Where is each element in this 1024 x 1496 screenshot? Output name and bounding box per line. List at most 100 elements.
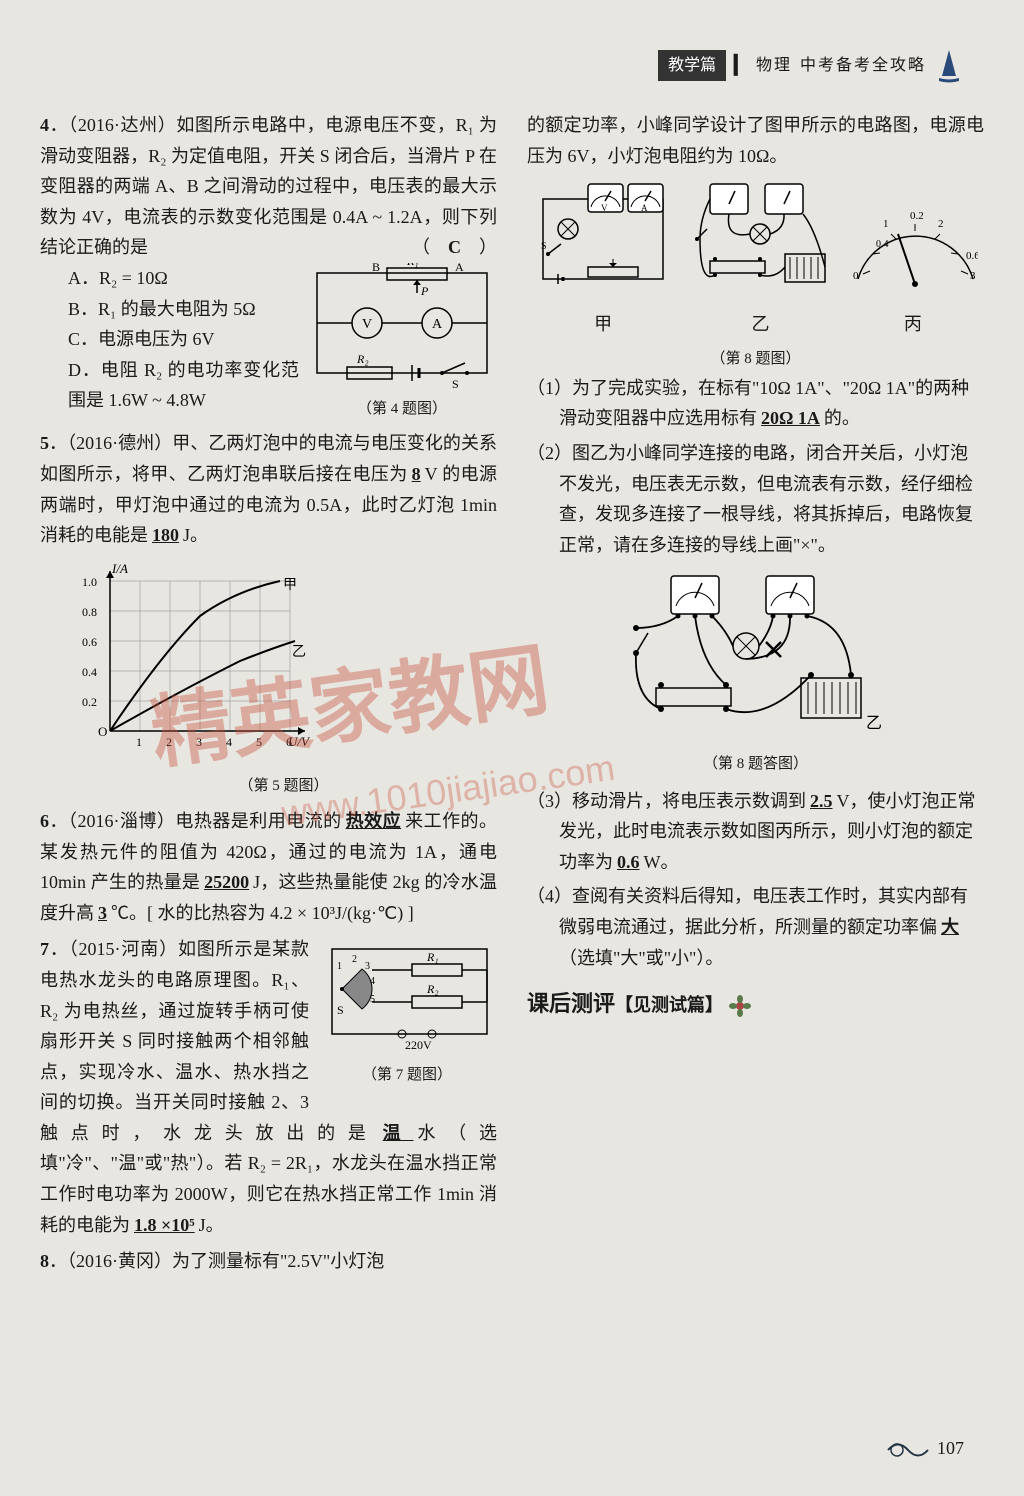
svg-text:0.8: 0.8 xyxy=(82,605,97,619)
q7-num: 7 xyxy=(40,939,49,959)
q7-caption: （第 7 题图） xyxy=(317,1063,497,1089)
q5-ans1: 8 xyxy=(408,464,425,484)
q5-text-end: J。 xyxy=(183,525,208,545)
q8-label-jia: 甲 xyxy=(533,309,673,340)
question-8-intro: 8．（2016·黄冈）为了测量标有"2.5V"小灯泡 xyxy=(40,1246,497,1277)
page-num-swirl-icon xyxy=(883,1434,933,1466)
svg-text:S: S xyxy=(337,1003,344,1017)
section-title: 课后测评【见测试篇】 xyxy=(527,985,984,1022)
q7-text-end: J。 xyxy=(199,1215,224,1235)
q8-fig-bing: 0 1 0.2 2 0.6 3 0.4 丙 xyxy=(848,199,978,339)
q8-fig-jia: V A S xyxy=(533,179,673,339)
q8-fig-yi: 乙 xyxy=(685,179,835,339)
q8-sub2: （2）图乙为小峰同学连接的电路，闭合开关后，小灯泡不发光，电压表无示数，但电流表… xyxy=(527,438,984,560)
q8-text-intro: 的额定功率，小峰同学设计了图甲所示的电路图，电源电压为 6V，小灯泡电阻约为 1… xyxy=(527,115,984,166)
q7-source: （2015·河南） xyxy=(69,939,178,959)
q4-caption: （第 4 题图） xyxy=(307,397,497,423)
q6-num: 6 xyxy=(40,811,49,831)
q8-circuit-yi xyxy=(685,179,835,299)
section-title-text: 课后测评 xyxy=(527,991,615,1016)
question-6: 6．（2016·淄博）电热器是利用电流的热效应来工作的。某发热元件的阻值为 42… xyxy=(40,806,497,928)
svg-text:O: O xyxy=(98,724,107,739)
page-header: 教学篇 ▎ 物理 中考备考全攻略 xyxy=(658,48,964,83)
q4-choice-a: R₂ = 10Ω xyxy=(99,268,168,288)
q5-num: 5 xyxy=(40,433,49,453)
svg-text:0.4: 0.4 xyxy=(876,239,889,250)
section-note: 【见测试篇】 xyxy=(615,995,723,1015)
svg-text:S: S xyxy=(452,377,459,391)
q8-answer-figure: 乙 （第 8 题答图） xyxy=(527,568,984,777)
q8-caption2: （第 8 题答图） xyxy=(527,752,984,778)
q8-label-yi: 乙 xyxy=(685,309,835,340)
svg-text:2: 2 xyxy=(166,735,172,749)
svg-text:S: S xyxy=(541,241,547,252)
q8-figure-row: V A S xyxy=(527,179,984,339)
svg-text:R₁: R₁ xyxy=(426,950,439,964)
svg-text:4: 4 xyxy=(226,735,232,749)
q4-choice-d: 电阻 R₂ 的电功率变化范围是 1.6W ~ 4.8W xyxy=(68,360,299,411)
question-4: 4．（2016·达州）如图所示电路中，电源电压不变，R₁ 为滑动变阻器，R₂ 为… xyxy=(40,110,497,422)
svg-text:4: 4 xyxy=(370,976,375,987)
q8-circuit-jia: V A S xyxy=(533,179,673,299)
svg-text:220V: 220V xyxy=(405,1038,432,1049)
svg-text:B: B xyxy=(372,263,380,274)
page-number-text: 107 xyxy=(937,1438,964,1458)
svg-text:0.2: 0.2 xyxy=(910,210,924,222)
svg-text:甲: 甲 xyxy=(283,578,297,593)
svg-text:0: 0 xyxy=(853,270,859,282)
svg-text:5: 5 xyxy=(256,735,262,749)
svg-text:A: A xyxy=(455,263,464,274)
svg-text:P: P xyxy=(420,284,429,298)
q7-figure: 1 2 3 4 5 S R₁ R₂ xyxy=(317,934,497,1088)
header-subject: 物理 xyxy=(756,52,792,79)
svg-text:6: 6 xyxy=(286,735,292,749)
svg-text:2: 2 xyxy=(352,954,357,965)
page-number: 107 xyxy=(883,1433,965,1466)
q5-caption: （第 5 题图） xyxy=(70,774,497,800)
q7-circuit-diagram: 1 2 3 4 5 S R₁ R₂ xyxy=(317,934,497,1049)
svg-text:0.2: 0.2 xyxy=(82,695,97,709)
q4-figure: B A R₁ P V A xyxy=(307,263,497,423)
q7-ans2: 1.8 ×10⁵ xyxy=(130,1215,199,1235)
q7-ans1: 温 xyxy=(379,1123,418,1143)
q4-circuit-diagram: B A R₁ P V A xyxy=(307,263,497,393)
svg-text:1.0: 1.0 xyxy=(82,575,97,589)
q6-ans3: 3 xyxy=(94,903,111,923)
flower-icon xyxy=(729,995,751,1017)
q8-sub3-ans1: 2.5 xyxy=(806,791,837,811)
q8-source: （2016·黄冈） xyxy=(67,1251,172,1271)
svg-text:乙: 乙 xyxy=(866,715,882,732)
q8-sub3-end: W。 xyxy=(644,852,679,872)
q8-sub3-pre: （3）移动滑片，将电压表示数调到 xyxy=(527,791,806,811)
q8-continuation: 的额定功率，小峰同学设计了图甲所示的电路图，电源电压为 6V，小灯泡电阻约为 1… xyxy=(527,110,984,171)
svg-text:3: 3 xyxy=(196,735,202,749)
svg-text:3: 3 xyxy=(970,270,976,282)
svg-text:V: V xyxy=(362,317,372,332)
q6-ans2: 25200 xyxy=(200,872,253,892)
q5-source: （2016·德州） xyxy=(67,433,172,453)
svg-text:R₁: R₁ xyxy=(406,263,419,268)
svg-text:乙: 乙 xyxy=(292,644,306,660)
q4-answer: C xyxy=(448,237,461,257)
svg-text:0.4: 0.4 xyxy=(82,665,97,679)
header-divider: ▎ xyxy=(734,50,748,81)
q6-text-end: ℃。[ 水的比热容为 4.2 × 10³J/(kg·℃) ] xyxy=(111,903,414,923)
svg-text:2: 2 xyxy=(938,218,944,230)
question-7: 1 2 3 4 5 S R₁ R₂ xyxy=(40,934,497,1240)
q8-sub4: （4）查阅有关资料后得知，电压表工作时，其实内部有微弱电流通过，据此分析，所测量… xyxy=(527,881,984,973)
q8-sub2-text: （2）图乙为小峰同学连接的电路，闭合开关后，小灯泡不发光，电压表无示数，但电流表… xyxy=(527,443,973,555)
sail-icon xyxy=(934,48,964,83)
q8-num: 8 xyxy=(40,1251,49,1271)
q8-caption1: （第 8 题图） xyxy=(527,347,984,373)
svg-text:1: 1 xyxy=(883,218,889,230)
svg-text:0.6: 0.6 xyxy=(82,635,97,649)
q8-sub1: （1）为了完成实验，在标有"10Ω 1A"、"20Ω 1A"的两种滑动变阻器中应… xyxy=(527,373,984,434)
svg-text:V: V xyxy=(601,203,608,213)
q8-sub1-pre: （1）为了完成实验，在标有"10Ω 1A"、"20Ω 1A"的两种滑动变阻器中应… xyxy=(527,378,969,429)
left-column: 4．（2016·达州）如图所示电路中，电源电压不变，R₁ 为滑动变阻器，R₂ 为… xyxy=(40,110,497,1283)
right-column: 的额定功率，小峰同学设计了图甲所示的电路图，电源电压为 6V，小灯泡电阻约为 1… xyxy=(527,110,984,1283)
q8-sub3-ans2: 0.6 xyxy=(613,852,644,872)
q6-source: （2016·淄博） xyxy=(68,811,175,831)
q5-chart-svg: I/A U/V O 1.0 0.8 0.6 0.4 0.2 1 2 3 4 5 … xyxy=(70,561,310,761)
content-columns: 4．（2016·达州）如图所示电路中，电源电压不变，R₁ 为滑动变阻器，R₂ 为… xyxy=(40,110,984,1283)
